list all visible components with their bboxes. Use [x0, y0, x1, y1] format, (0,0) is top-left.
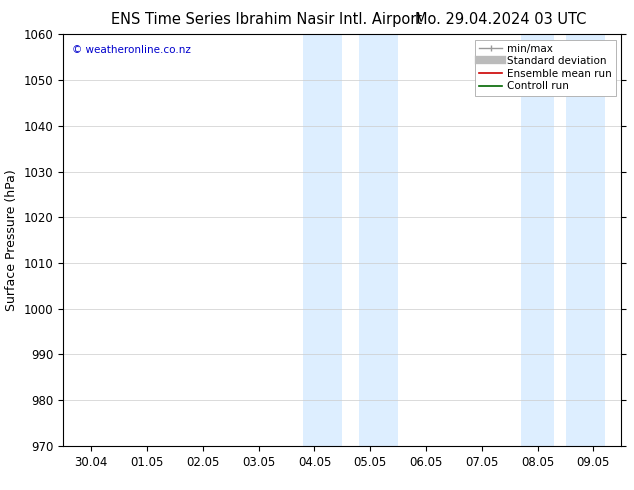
Text: © weatheronline.co.nz: © weatheronline.co.nz: [72, 45, 191, 54]
Bar: [359, 34, 398, 446]
Text: Mo. 29.04.2024 03 UTC: Mo. 29.04.2024 03 UTC: [415, 12, 586, 27]
Bar: [566, 34, 605, 446]
Y-axis label: Surface Pressure (hPa): Surface Pressure (hPa): [5, 169, 18, 311]
Text: ENS Time Series Ibrahim Nasir Intl. Airport: ENS Time Series Ibrahim Nasir Intl. Airp…: [111, 12, 422, 27]
Bar: [303, 34, 342, 446]
Legend: min/max, Standard deviation, Ensemble mean run, Controll run: min/max, Standard deviation, Ensemble me…: [475, 40, 616, 96]
Bar: [521, 34, 554, 446]
